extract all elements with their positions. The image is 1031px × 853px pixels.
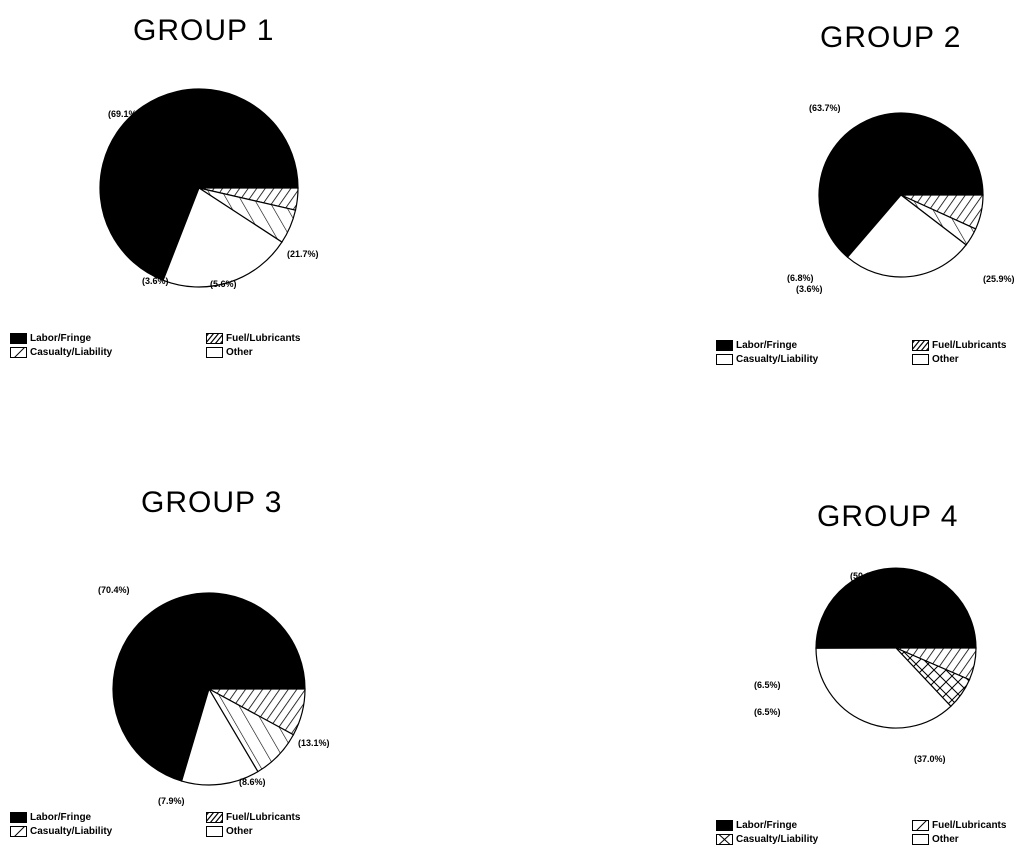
legend-item-fuel-lubricants: Fuel/Lubricants (912, 820, 1031, 831)
group-1-legend: Labor/Fringe Fuel/Lubricants Casualty/Liab… (10, 333, 346, 358)
slice-value-label: (3.6%) (142, 276, 169, 286)
legend-item-fuel-lubricants: Fuel/Lubricants (206, 812, 346, 823)
slice-value-label: (5.6%) (210, 279, 237, 289)
legend-item-other: Other (912, 354, 1031, 365)
slice-value-label: (3.6%) (796, 284, 823, 294)
legend-label: Fuel/Lubricants (932, 820, 1007, 831)
group-3-title: GROUP 3 (141, 486, 283, 519)
legend-label: Other (226, 826, 253, 837)
slice-value-label: (6.5%) (754, 707, 781, 717)
slice-value-label: (50.1%) (850, 571, 882, 581)
legend-item-labor-fringe: Labor/Fringe (716, 820, 912, 831)
legend-swatch-other (912, 354, 929, 365)
legend-label: Casualty/Liability (736, 354, 819, 365)
group-3-legend: Labor/Fringe Fuel/Lubricants Casualty/Liab… (10, 812, 346, 837)
legend-label: Other (932, 834, 959, 845)
legend-item-fuel-lubricants: Fuel/Lubricants (206, 333, 346, 344)
legend-swatch-other (912, 834, 929, 845)
legend-swatch-labor-fringe (716, 820, 733, 831)
legend-swatch-casualty-liability (716, 834, 733, 845)
slice-value-label: (8.6%) (239, 777, 266, 787)
group-4-legend: Labor/Fringe Fuel/Lubricants Casualty/Liab… (716, 820, 1031, 845)
slice-value-label: (69.1%) (108, 109, 140, 119)
legend-swatch-fuel-lubricants (206, 333, 223, 344)
pie-slice-other (846, 194, 967, 278)
legend-label: Casualty/Liability (30, 347, 113, 358)
pie-slice-labor-fringe (815, 567, 977, 649)
legend-label: Fuel/Lubricants (226, 812, 301, 823)
pie-slice-other (815, 647, 952, 729)
slice-value-label: (6.5%) (754, 680, 781, 690)
legend-item-labor-fringe: Labor/Fringe (10, 812, 206, 823)
legend-item-casualty-liability: Casualty/Liability (716, 354, 912, 365)
group-2-legend: Labor/Fringe Fuel/Lubricants Casualty/Liab… (716, 340, 1031, 365)
pie-slice-other (162, 187, 283, 288)
slice-value-label: (7.9%) (158, 796, 185, 806)
group-2-pie-chart: (63.7%) (6.8%)(3.6%) (25.9%) (787, 103, 1015, 294)
legend-item-other: Other (912, 834, 1031, 845)
legend-label: Labor/Fringe (30, 812, 92, 823)
legend-swatch-fuel-lubricants (912, 340, 929, 351)
legend-label: Labor/Fringe (30, 333, 92, 344)
legend-label: Labor/Fringe (736, 340, 798, 351)
slice-value-label: (25.9%) (983, 274, 1015, 284)
group-1-title: GROUP 1 (133, 14, 275, 47)
legend-swatch-fuel-lubricants (912, 820, 929, 831)
legend-label: Other (932, 354, 959, 365)
legend-swatch-casualty-liability (10, 826, 27, 837)
slice-value-label: (21.7%) (287, 249, 319, 259)
legend-label: Fuel/Lubricants (226, 333, 301, 344)
group-2-title: GROUP 2 (820, 21, 962, 54)
legend-label: Other (226, 347, 253, 358)
legend-item-other: Other (206, 347, 346, 358)
legend-swatch-casualty-liability (10, 347, 27, 358)
legend-item-casualty-liability: Casualty/Liability (10, 826, 206, 837)
pie-slice-labor-fringe (99, 88, 299, 282)
legend-swatch-labor-fringe (10, 333, 27, 344)
legend-swatch-other (206, 826, 223, 837)
legend-swatch-casualty-liability (716, 354, 733, 365)
legend-item-labor-fringe: Labor/Fringe (716, 340, 912, 351)
legend-label: Casualty/Liability (736, 834, 819, 845)
legend-label: Labor/Fringe (736, 820, 798, 831)
legend-item-other: Other (206, 826, 346, 837)
group-4-title: GROUP 4 (817, 500, 959, 533)
legend-label: Fuel/Lubricants (932, 340, 1007, 351)
legend-swatch-other (206, 347, 223, 358)
slice-value-label: (6.8%) (787, 273, 814, 283)
pie-slice-other (180, 687, 259, 786)
legend-item-labor-fringe: Labor/Fringe (10, 333, 206, 344)
pie-slice-labor-fringe (112, 592, 306, 782)
legend-swatch-labor-fringe (716, 340, 733, 351)
legend-item-casualty-liability: Casualty/Liability (716, 834, 912, 845)
pie-slice-labor-fringe (818, 112, 984, 259)
legend-swatch-fuel-lubricants (206, 812, 223, 823)
legend-swatch-labor-fringe (10, 812, 27, 823)
slice-value-label: (63.7%) (809, 103, 841, 113)
slice-value-label: (13.1%) (298, 738, 330, 748)
group-4-pie-chart: (50.1%) (6.5%) (6.5%) (37.0%) (754, 567, 977, 764)
group-1-pie-chart: (69.1%) (3.6%) (5.6%) (21.7%) (99, 88, 319, 289)
legend-item-fuel-lubricants: Fuel/Lubricants (912, 340, 1031, 351)
legend-item-casualty-liability: Casualty/Liability (10, 347, 206, 358)
slice-value-label: (37.0%) (914, 754, 946, 764)
slice-value-label: (70.4%) (98, 585, 130, 595)
group-3-pie-chart: (70.4%) (7.9%) (8.6%) (13.1%) (98, 585, 330, 806)
legend-label: Casualty/Liability (30, 826, 113, 837)
